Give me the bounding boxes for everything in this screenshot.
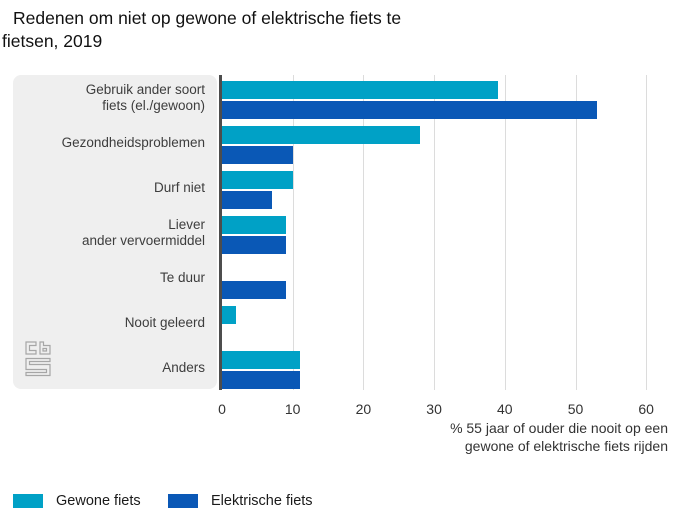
- chart-title-line1: Redenen om niet op gewone of elektrische…: [13, 8, 402, 28]
- x-tick-label-0: 0: [218, 401, 226, 417]
- cbs-logo-icon: [25, 341, 51, 377]
- x-tick-label-10: 10: [284, 401, 301, 417]
- chart-title: Redenen om niet op gewone of elektrische…: [2, 7, 542, 53]
- chart-title-line2: fietsen, 2019: [2, 31, 103, 51]
- cbs-logo-letter-b: [39, 341, 51, 355]
- gridline-60: [646, 75, 648, 390]
- gridline-10: [292, 75, 294, 390]
- category-label-4: Te duur: [159, 269, 205, 285]
- legend-swatch-gewone-fiets: [13, 494, 43, 508]
- bar-elektrische-fiets-3: [222, 236, 286, 254]
- category-labels: Gebruik ander soort fiets (el./gewoon) Gez…: [13, 75, 217, 390]
- cbs-logo-letter-c: [25, 341, 37, 355]
- legend-swatch-elektrische-fiets: [168, 494, 198, 508]
- bar-gewone-fiets-2: [222, 171, 293, 189]
- x-axis-caption-line2: gewone of elektrische fiets rijden: [464, 437, 668, 454]
- bar-gewone-fiets-3: [222, 216, 286, 234]
- legend-label-gewone-fiets: Gewone fiets: [56, 493, 141, 509]
- category-label-6: Anders: [162, 359, 205, 375]
- plot-area: [222, 75, 662, 390]
- y-axis-line: [219, 75, 222, 390]
- x-tick-label-40: 40: [497, 401, 513, 417]
- legend-item-gewone-fiets: Gewone fiets: [13, 493, 141, 509]
- gridline-50: [575, 75, 577, 390]
- x-axis-ticks: 0 10 20 30 40 50 60: [0, 401, 700, 419]
- legend: Gewone fiets Elektrische fiets: [0, 493, 700, 509]
- category-label-1: Gezondheidsproblemen: [61, 134, 205, 150]
- bar-gewone-fiets-5: [222, 306, 237, 324]
- bar-elektrische-fiets-0: [222, 101, 597, 119]
- legend-label-elektrische-fiets: Elektrische fiets: [211, 493, 313, 509]
- legend-item-elektrische-fiets: Elektrische fiets: [168, 493, 313, 509]
- x-tick-label-20: 20: [355, 401, 372, 417]
- gridline-30: [434, 75, 436, 390]
- x-axis-caption-line1: % 55 jaar of ouder die nooit op een: [450, 420, 668, 436]
- x-tick-label-30: 30: [426, 401, 442, 417]
- bar-elektrische-fiets-1: [222, 146, 293, 164]
- x-tick-label-50: 50: [567, 401, 584, 417]
- gridline-20: [363, 75, 365, 390]
- x-tick-label-60: 60: [638, 401, 654, 417]
- bar-gewone-fiets-6: [222, 351, 300, 369]
- bar-elektrische-fiets-6: [222, 371, 300, 389]
- category-label-5: Nooit geleerd: [124, 314, 205, 330]
- bar-elektrische-fiets-2: [222, 191, 272, 209]
- bar-gewone-fiets-1: [222, 126, 420, 144]
- category-label-3: Liever ander vervoermiddel: [81, 217, 205, 248]
- category-panel: [13, 75, 217, 389]
- bar-elektrische-fiets-4: [222, 281, 286, 299]
- cbs-logo-letter-s: [25, 357, 51, 377]
- gridline-40: [504, 75, 506, 390]
- category-label-0: Gebruik ander soort fiets (el./gewoon): [85, 82, 205, 113]
- x-axis-caption: % 55 jaar of ouder die nooit op een gewo…: [450, 420, 668, 455]
- bar-gewone-fiets-0: [222, 81, 498, 99]
- category-label-2: Durf niet: [153, 179, 205, 195]
